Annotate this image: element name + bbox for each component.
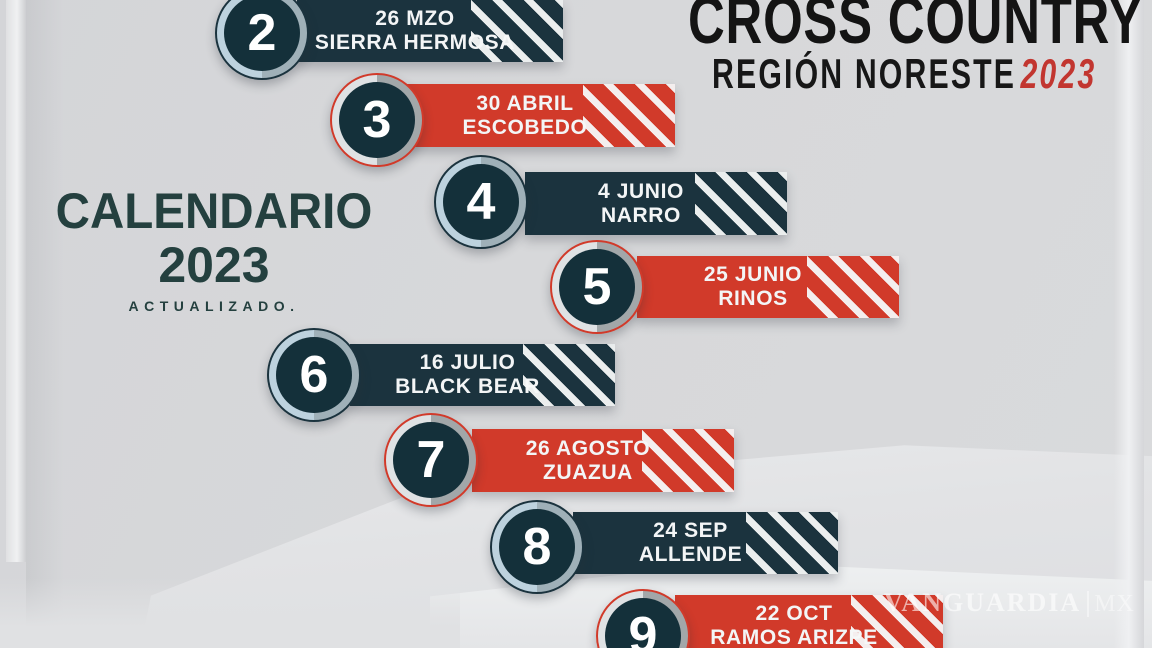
event-number-badge: 7 xyxy=(384,413,478,507)
event-number: 5 xyxy=(582,258,612,316)
event-location: RAMOS ARIZPE xyxy=(710,626,878,648)
event-number: 8 xyxy=(522,518,552,576)
event-number: 3 xyxy=(362,91,392,149)
watermark-suffix: MX xyxy=(1087,591,1135,617)
event-date: 4 JUNIO xyxy=(598,179,684,203)
poster-title: CROSS COUNTRY xyxy=(688,0,1143,58)
event-date: 25 JUNIO xyxy=(703,263,803,287)
event-number: 7 xyxy=(416,431,446,489)
event-number: 2 xyxy=(247,4,277,62)
background-pillar-shadow xyxy=(26,0,64,648)
calendar-note: ACTUALIZADO. xyxy=(128,298,300,314)
event-banner: 16 JULIO BLACK BEAR xyxy=(350,344,615,406)
event-location: BLACK BEAR xyxy=(395,375,540,398)
event-location: ZUAZUA xyxy=(543,460,633,484)
event-number-badge: 4 xyxy=(434,155,528,249)
event-banner: 25 JUNIO RINOS xyxy=(637,256,899,318)
badge-disc: 7 xyxy=(393,422,469,498)
badge-disc: 8 xyxy=(499,509,575,585)
badge-disc: 5 xyxy=(559,249,635,325)
background-pillar-left xyxy=(6,0,26,562)
event-date: 16 JULIO xyxy=(419,351,516,375)
event-date: 30 ABRIL xyxy=(476,91,574,115)
poster-subtitle-year: 2023 xyxy=(1020,50,1097,97)
watermark-name: VANGUARDIA xyxy=(884,588,1082,617)
calendar-heading: CALENDARIO xyxy=(55,183,373,239)
event-banner: 24 SEP ALLENDE xyxy=(573,512,838,574)
event-number: 6 xyxy=(299,346,329,404)
background-floor xyxy=(0,578,460,648)
background-pillar-right xyxy=(1114,0,1144,648)
event-location: SIERRA HERMOSA xyxy=(314,31,516,54)
event-banner: 22 OCT RAMOS ARIZPE xyxy=(675,595,943,648)
event-location: NARRO xyxy=(601,203,681,227)
event-number-badge: 8 xyxy=(490,500,584,594)
event-banner: 4 JUNIO NARRO xyxy=(525,172,787,235)
event-number: 4 xyxy=(466,173,496,231)
event-date: 26 MZO xyxy=(375,7,455,31)
event-date: 22 OCT xyxy=(755,602,833,626)
watermark: VANGUARDIA MX xyxy=(884,588,1135,618)
event-banner: 26 AGOSTO ZUAZUA xyxy=(472,429,734,492)
poster-subtitle: REGIÓN NORESTE 2023 xyxy=(712,50,1096,98)
event-date: 26 AGOSTO xyxy=(525,436,651,460)
poster-subtitle-text: REGIÓN NORESTE xyxy=(712,50,1017,97)
event-location: RINOS xyxy=(718,287,788,310)
event-location: ALLENDE xyxy=(638,543,743,566)
event-number-badge: 2 xyxy=(215,0,309,80)
event-banner: 30 ABRIL ESCOBEDO xyxy=(405,84,675,147)
event-date: 24 SEP xyxy=(653,519,728,543)
calendar-heading-block: CALENDARIO 2023 ACTUALIZADO. xyxy=(40,186,388,314)
badge-disc: 4 xyxy=(443,164,519,240)
badge-disc: 6 xyxy=(276,337,352,413)
badge-disc: 3 xyxy=(339,82,415,158)
badge-disc: 2 xyxy=(224,0,300,71)
event-number-badge: 6 xyxy=(267,328,361,422)
event-location: ESCOBEDO xyxy=(462,115,588,139)
event-number-badge: 5 xyxy=(550,240,644,334)
calendar-year: 2023 xyxy=(158,237,270,293)
event-banner: 26 MZO SIERRA HERMOSA xyxy=(297,0,563,62)
event-number-badge: 3 xyxy=(330,73,424,167)
event-number: 9 xyxy=(628,607,658,648)
